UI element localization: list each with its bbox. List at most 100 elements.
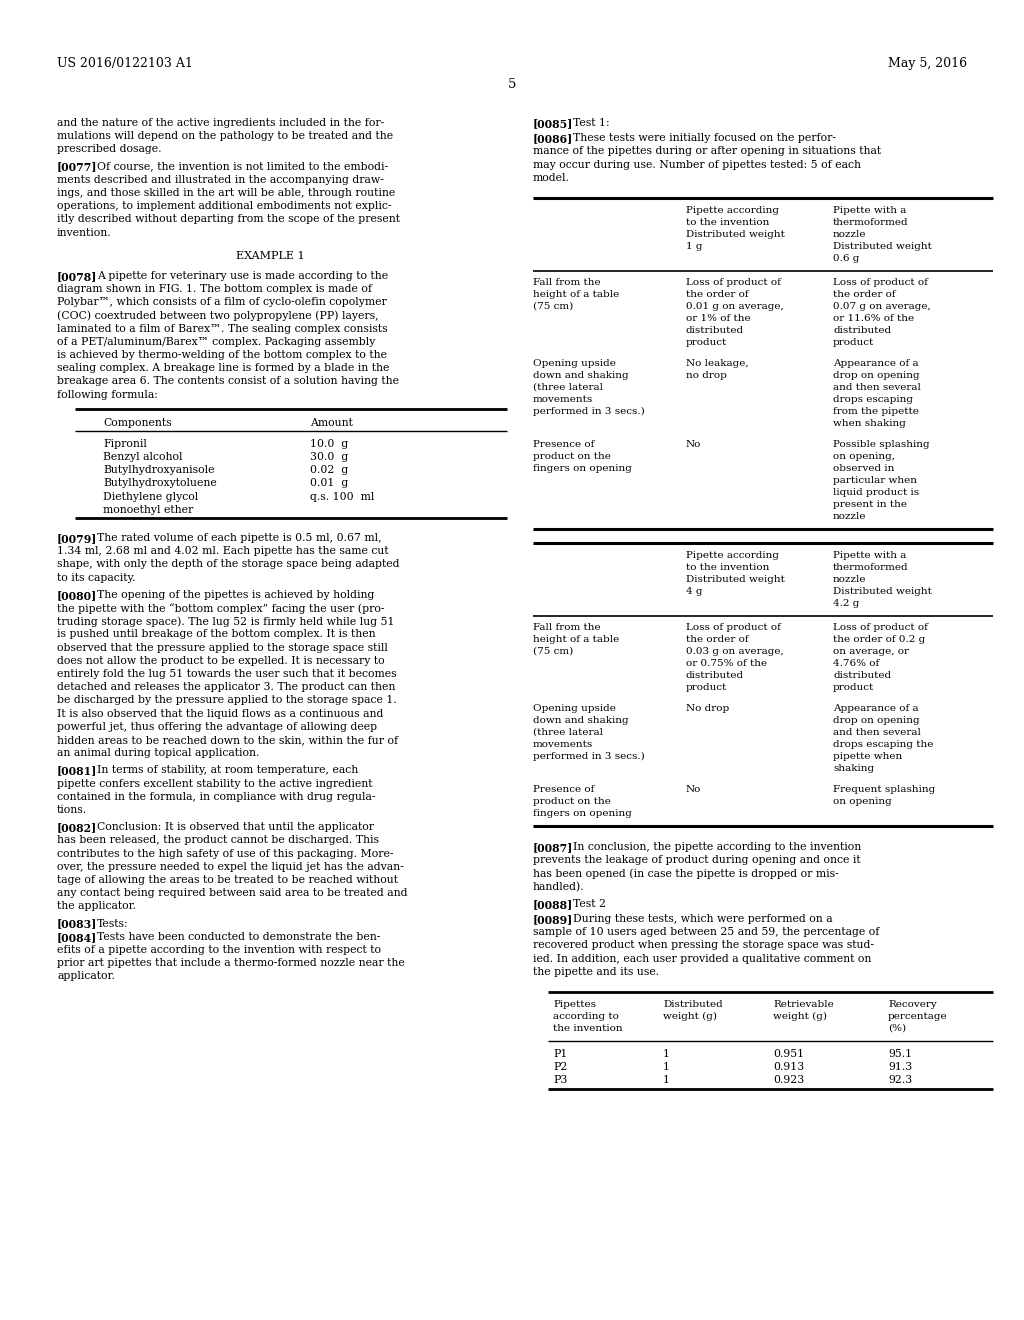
Text: Polybar™, which consists of a film of cyclo-olefin copolymer: Polybar™, which consists of a film of cy… <box>57 297 387 308</box>
Text: recovered product when pressing the storage space was stud-: recovered product when pressing the stor… <box>534 940 874 950</box>
Text: drops escaping the: drops escaping the <box>833 741 933 748</box>
Text: Pipette with a: Pipette with a <box>833 550 906 560</box>
Text: Opening upside: Opening upside <box>534 359 615 368</box>
Text: Distributed weight: Distributed weight <box>686 576 784 583</box>
Text: laminated to a film of Barex™. The sealing complex consists: laminated to a film of Barex™. The seali… <box>57 323 388 334</box>
Text: following formula:: following formula: <box>57 389 158 400</box>
Text: does not allow the product to be expelled. It is necessary to: does not allow the product to be expelle… <box>57 656 385 665</box>
Text: the invention: the invention <box>553 1024 623 1034</box>
Text: P2: P2 <box>553 1063 567 1072</box>
Text: model.: model. <box>534 173 570 182</box>
Text: 0.02  g: 0.02 g <box>310 465 348 475</box>
Text: weight (g): weight (g) <box>663 1012 717 1022</box>
Text: Of course, the invention is not limited to the embodi-: Of course, the invention is not limited … <box>97 161 388 172</box>
Text: the order of 0.2 g: the order of 0.2 g <box>833 635 926 644</box>
Text: liquid product is: liquid product is <box>833 488 920 498</box>
Text: May 5, 2016: May 5, 2016 <box>888 57 967 70</box>
Text: [0086]: [0086] <box>534 133 573 144</box>
Text: It is also observed that the liquid flows as a continuous and: It is also observed that the liquid flow… <box>57 709 383 718</box>
Text: 1: 1 <box>663 1049 670 1059</box>
Text: 0.07 g on average,: 0.07 g on average, <box>833 302 931 312</box>
Text: 0.01 g on average,: 0.01 g on average, <box>686 302 783 312</box>
Text: Butylhydroxyanisole: Butylhydroxyanisole <box>103 465 214 475</box>
Text: No leakage,: No leakage, <box>686 359 749 368</box>
Text: ied. In addition, each user provided a qualitative comment on: ied. In addition, each user provided a q… <box>534 953 871 964</box>
Text: product: product <box>833 682 874 692</box>
Text: Test 1:: Test 1: <box>573 117 609 128</box>
Text: ments described and illustrated in the accompanying draw-: ments described and illustrated in the a… <box>57 174 384 185</box>
Text: the order of: the order of <box>833 290 896 300</box>
Text: (75 cm): (75 cm) <box>534 647 573 656</box>
Text: diagram shown in FIG. 1. The bottom complex is made of: diagram shown in FIG. 1. The bottom comp… <box>57 284 372 294</box>
Text: the applicator.: the applicator. <box>57 902 136 911</box>
Text: 1 g: 1 g <box>686 242 702 251</box>
Text: distributed: distributed <box>686 326 744 335</box>
Text: thermoformed: thermoformed <box>833 218 908 227</box>
Text: thermoformed: thermoformed <box>833 564 908 572</box>
Text: P1: P1 <box>553 1049 567 1059</box>
Text: sample of 10 users aged between 25 and 59, the percentage of: sample of 10 users aged between 25 and 5… <box>534 927 880 937</box>
Text: fingers on opening: fingers on opening <box>534 465 632 473</box>
Text: weight (g): weight (g) <box>773 1012 827 1022</box>
Text: drop on opening: drop on opening <box>833 715 920 725</box>
Text: Presence of: Presence of <box>534 785 594 795</box>
Text: product: product <box>686 338 727 347</box>
Text: shaking: shaking <box>833 764 874 774</box>
Text: performed in 3 secs.): performed in 3 secs.) <box>534 752 645 762</box>
Text: Loss of product of: Loss of product of <box>833 623 928 632</box>
Text: down and shaking: down and shaking <box>534 715 629 725</box>
Text: Presence of: Presence of <box>534 440 594 449</box>
Text: detached and releases the applicator 3. The product can then: detached and releases the applicator 3. … <box>57 682 395 692</box>
Text: 95.1: 95.1 <box>888 1049 912 1059</box>
Text: may occur during use. Number of pipettes tested: 5 of each: may occur during use. Number of pipettes… <box>534 160 861 169</box>
Text: itly described without departing from the scope of the present: itly described without departing from th… <box>57 214 400 224</box>
Text: Distributed weight: Distributed weight <box>833 587 932 597</box>
Text: observed that the pressure applied to the storage space still: observed that the pressure applied to th… <box>57 643 388 652</box>
Text: over, the pressure needed to expel the liquid jet has the advan-: over, the pressure needed to expel the l… <box>57 862 403 871</box>
Text: or 11.6% of the: or 11.6% of the <box>833 314 914 323</box>
Text: contributes to the high safety of use of this packaging. More-: contributes to the high safety of use of… <box>57 849 393 858</box>
Text: particular when: particular when <box>833 477 918 484</box>
Text: and the nature of the active ingredients included in the for-: and the nature of the active ingredients… <box>57 117 384 128</box>
Text: [0077]: [0077] <box>57 161 97 173</box>
Text: (three lateral: (three lateral <box>534 729 603 737</box>
Text: present in the: present in the <box>833 500 907 510</box>
Text: of a PET/aluminum/Barex™ complex. Packaging assembly: of a PET/aluminum/Barex™ complex. Packag… <box>57 337 376 347</box>
Text: percentage: percentage <box>888 1012 947 1020</box>
Text: Fall from the: Fall from the <box>534 623 601 632</box>
Text: nozzle: nozzle <box>833 576 866 583</box>
Text: Fipronil: Fipronil <box>103 438 146 449</box>
Text: product on the: product on the <box>534 797 611 807</box>
Text: Retrievable: Retrievable <box>773 1001 834 1008</box>
Text: the pipette with the “bottom complex” facing the user (pro-: the pipette with the “bottom complex” fa… <box>57 603 384 614</box>
Text: ings, and those skilled in the art will be able, through routine: ings, and those skilled in the art will … <box>57 187 395 198</box>
Text: P3: P3 <box>553 1076 567 1085</box>
Text: or 1% of the: or 1% of the <box>686 314 751 323</box>
Text: efits of a pipette according to the invention with respect to: efits of a pipette according to the inve… <box>57 945 381 954</box>
Text: the pipette and its use.: the pipette and its use. <box>534 966 659 977</box>
Text: These tests were initially focused on the perfor-: These tests were initially focused on th… <box>573 133 836 143</box>
Text: product: product <box>686 682 727 692</box>
Text: Frequent splashing: Frequent splashing <box>833 785 935 795</box>
Text: Possible splashing: Possible splashing <box>833 440 930 449</box>
Text: is pushed until breakage of the bottom complex. It is then: is pushed until breakage of the bottom c… <box>57 630 376 639</box>
Text: powerful jet, thus offering the advantage of allowing deep: powerful jet, thus offering the advantag… <box>57 722 377 731</box>
Text: entirely fold the lug 51 towards the user such that it becomes: entirely fold the lug 51 towards the use… <box>57 669 396 678</box>
Text: and then several: and then several <box>833 383 921 392</box>
Text: Distributed weight: Distributed weight <box>686 230 784 239</box>
Text: Distributed: Distributed <box>663 1001 723 1008</box>
Text: shape, with only the depth of the storage space being adapted: shape, with only the depth of the storag… <box>57 560 399 569</box>
Text: [0088]: [0088] <box>534 899 573 909</box>
Text: the order of: the order of <box>686 635 749 644</box>
Text: Conclusion: It is observed that until the applicator: Conclusion: It is observed that until th… <box>97 822 374 832</box>
Text: Pipette according: Pipette according <box>686 206 779 215</box>
Text: [0084]: [0084] <box>57 932 97 942</box>
Text: During these tests, which were performed on a: During these tests, which were performed… <box>573 913 833 924</box>
Text: Pipette according: Pipette according <box>686 550 779 560</box>
Text: tage of allowing the areas to be treated to be reached without: tage of allowing the areas to be treated… <box>57 875 398 884</box>
Text: Opening upside: Opening upside <box>534 704 615 713</box>
Text: 1: 1 <box>663 1076 670 1085</box>
Text: 91.3: 91.3 <box>888 1063 912 1072</box>
Text: on opening,: on opening, <box>833 451 895 461</box>
Text: In terms of stability, at room temperature, each: In terms of stability, at room temperatu… <box>97 766 358 775</box>
